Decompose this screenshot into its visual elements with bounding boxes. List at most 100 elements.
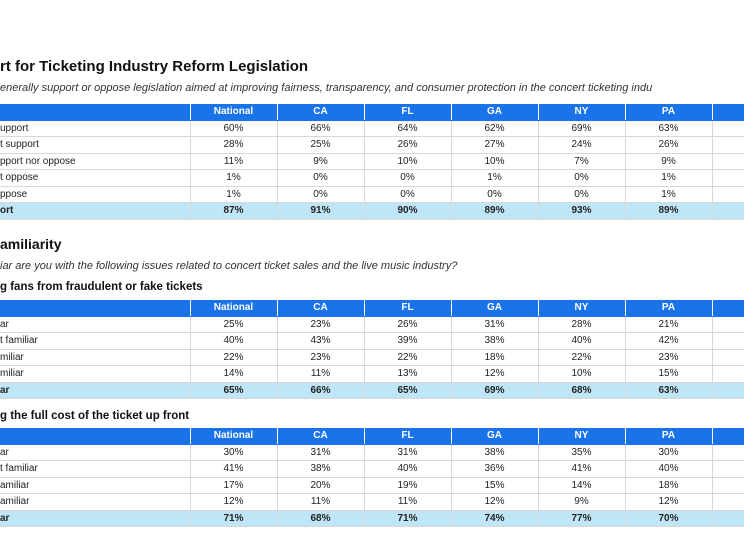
value-cell: 12% bbox=[450, 365, 538, 383]
value-cell: 36% bbox=[450, 460, 538, 478]
table-row: ar 25% 23% 26% 31% 28% 21% bbox=[0, 316, 744, 333]
row-label: ar bbox=[0, 444, 190, 461]
table-header-row: National CA FL GA NY PA bbox=[0, 300, 744, 317]
value-cell: 74% bbox=[450, 510, 538, 527]
value-cell: 60% bbox=[189, 120, 277, 137]
column-header: NY bbox=[537, 104, 625, 121]
row-label: miliar bbox=[0, 365, 190, 383]
value-cell: 0% bbox=[363, 169, 451, 187]
row-label: t familiar bbox=[0, 460, 190, 478]
value-cell: 62% bbox=[450, 120, 538, 137]
value-cell: 14% bbox=[537, 477, 625, 494]
column-header: FL bbox=[363, 300, 451, 317]
table-row: miliar 14% 11% 13% 12% 10% 15% bbox=[0, 365, 744, 383]
table-total-row: ort 87% 91% 90% 89% 93% 89% bbox=[0, 202, 744, 220]
column-header: GA bbox=[450, 428, 538, 445]
table-total-row: ar 65% 66% 65% 69% 68% 63% bbox=[0, 382, 744, 399]
value-cell: 28% bbox=[189, 136, 277, 154]
value-cell: 87% bbox=[189, 202, 277, 220]
value-cell: 25% bbox=[189, 316, 277, 333]
value-cell: 69% bbox=[450, 382, 538, 399]
edge-cell bbox=[711, 365, 744, 383]
edge-cell bbox=[711, 493, 744, 511]
edge-cell bbox=[711, 444, 744, 461]
value-cell: 41% bbox=[537, 460, 625, 478]
column-header: CA bbox=[276, 300, 364, 317]
table-row: miliar 22% 23% 22% 18% 22% 23% bbox=[0, 349, 744, 366]
column-header: PA bbox=[624, 300, 712, 317]
value-cell: 19% bbox=[363, 477, 451, 494]
value-cell: 42% bbox=[624, 332, 712, 350]
value-cell: 20% bbox=[276, 477, 364, 494]
full-cost-table: National CA FL GA NY PA ar 30% 31% 31% 38% 35% 30% t … bbox=[0, 428, 744, 527]
row-label: ar bbox=[0, 382, 190, 399]
value-cell: 0% bbox=[450, 186, 538, 203]
fraudulent-tickets-table: National CA FL GA NY PA ar 25% 23% 26% 31% 28% 21% t … bbox=[0, 300, 744, 399]
value-cell: 0% bbox=[537, 169, 625, 187]
value-cell: 9% bbox=[624, 153, 712, 170]
table-row: t oppose 1% 0% 0% 1% 0% 1% bbox=[0, 169, 744, 187]
value-cell: 10% bbox=[450, 153, 538, 170]
column-header: NY bbox=[537, 300, 625, 317]
table-row: ppose 1% 0% 0% 0% 0% 1% bbox=[0, 186, 744, 203]
value-cell: 41% bbox=[189, 460, 277, 478]
value-cell: 31% bbox=[276, 444, 364, 461]
table-row: t support 28% 25% 26% 27% 24% 26% bbox=[0, 136, 744, 154]
column-header: PA bbox=[624, 104, 712, 121]
row-label: ppose bbox=[0, 186, 190, 203]
value-cell: 89% bbox=[450, 202, 538, 220]
value-cell: 22% bbox=[189, 349, 277, 366]
value-cell: 0% bbox=[276, 186, 364, 203]
value-cell: 13% bbox=[363, 365, 451, 383]
value-cell: 66% bbox=[276, 120, 364, 137]
value-cell: 40% bbox=[624, 460, 712, 478]
edge-cell bbox=[711, 349, 744, 366]
value-cell: 71% bbox=[189, 510, 277, 527]
value-cell: 11% bbox=[363, 493, 451, 511]
value-cell: 12% bbox=[189, 493, 277, 511]
value-cell: 7% bbox=[537, 153, 625, 170]
value-cell: 24% bbox=[537, 136, 625, 154]
value-cell: 39% bbox=[363, 332, 451, 350]
value-cell: 28% bbox=[537, 316, 625, 333]
row-label: upport bbox=[0, 120, 190, 137]
column-header: FL bbox=[363, 428, 451, 445]
value-cell: 12% bbox=[450, 493, 538, 511]
value-cell: 10% bbox=[537, 365, 625, 383]
value-cell: 17% bbox=[189, 477, 277, 494]
table-row: amiliar 12% 11% 11% 12% 9% 12% bbox=[0, 493, 744, 511]
header-blank-cell bbox=[0, 428, 190, 445]
edge-cell bbox=[711, 202, 744, 220]
table-total-row: ar 71% 68% 71% 74% 77% 70% bbox=[0, 510, 744, 527]
value-cell: 38% bbox=[276, 460, 364, 478]
edge-cell bbox=[711, 153, 744, 170]
row-label: miliar bbox=[0, 349, 190, 366]
table-header-row: National CA FL GA NY PA bbox=[0, 104, 744, 121]
value-cell: 22% bbox=[363, 349, 451, 366]
value-cell: 77% bbox=[537, 510, 625, 527]
value-cell: 11% bbox=[276, 493, 364, 511]
value-cell: 18% bbox=[624, 477, 712, 494]
table-row: t familiar 40% 43% 39% 38% 40% 42% bbox=[0, 332, 744, 350]
value-cell: 10% bbox=[363, 153, 451, 170]
row-label: ort bbox=[0, 202, 190, 220]
value-cell: 0% bbox=[363, 186, 451, 203]
value-cell: 1% bbox=[450, 169, 538, 187]
row-label: amiliar bbox=[0, 493, 190, 511]
edge-cell bbox=[711, 316, 744, 333]
column-header: PA bbox=[624, 428, 712, 445]
value-cell: 30% bbox=[189, 444, 277, 461]
column-header: CA bbox=[276, 104, 364, 121]
value-cell: 31% bbox=[363, 444, 451, 461]
row-label: t oppose bbox=[0, 169, 190, 187]
value-cell: 65% bbox=[189, 382, 277, 399]
value-cell: 15% bbox=[624, 365, 712, 383]
column-header: National bbox=[189, 300, 277, 317]
table-row: pport nor oppose 11% 9% 10% 10% 7% 9% bbox=[0, 153, 744, 170]
value-cell: 25% bbox=[276, 136, 364, 154]
value-cell: 65% bbox=[363, 382, 451, 399]
edge-cell bbox=[711, 332, 744, 350]
value-cell: 66% bbox=[276, 382, 364, 399]
value-cell: 38% bbox=[450, 332, 538, 350]
row-label: amiliar bbox=[0, 477, 190, 494]
